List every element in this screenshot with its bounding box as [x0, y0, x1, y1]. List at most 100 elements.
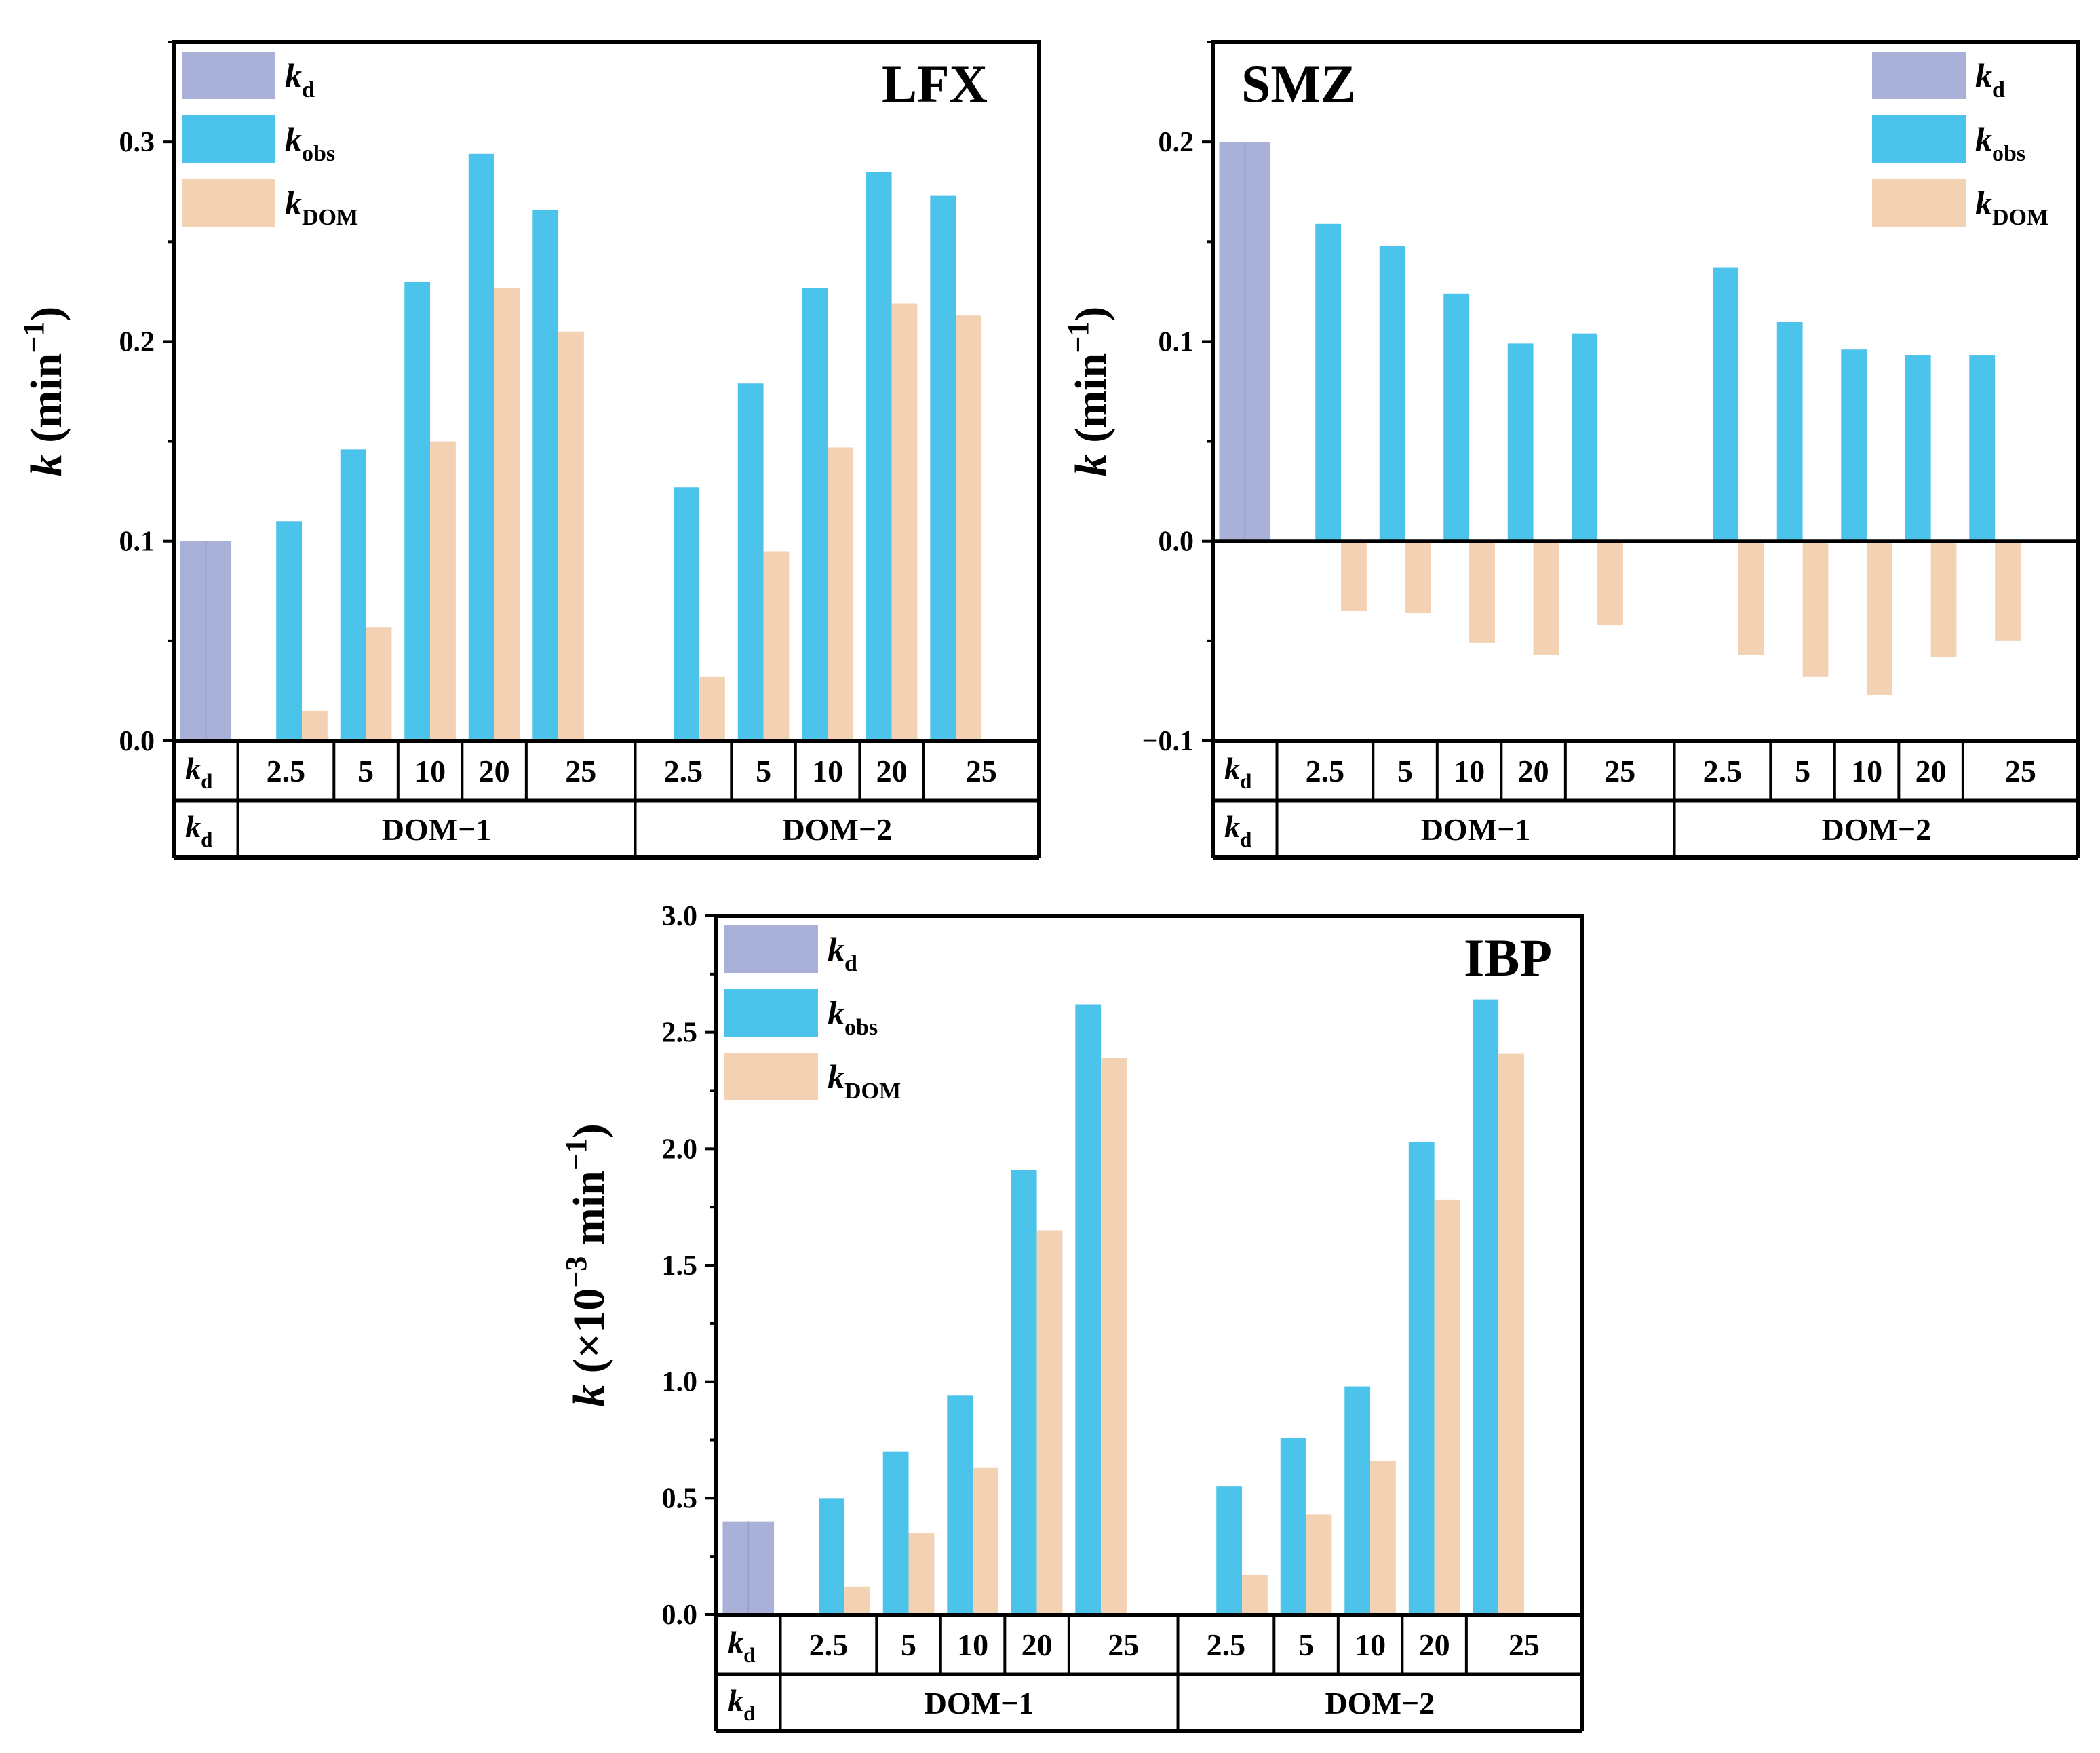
group-label-kd: kd — [1224, 809, 1251, 851]
y-axis-label-k: k — [22, 454, 71, 476]
legend-label-kobs-main: k — [1975, 120, 1992, 158]
legend-label-kobs-sub: obs — [1992, 141, 2025, 166]
bar-kdom — [1802, 541, 1829, 677]
group-label-kd-sub: d — [201, 828, 212, 851]
bar-kdom — [1434, 1199, 1460, 1615]
legend-label-kd-main: k — [1975, 56, 1992, 94]
bar-kobs — [1075, 1004, 1102, 1615]
bar-kdom — [699, 676, 725, 741]
legend-label-kd: kd — [285, 56, 315, 102]
bar-kobs — [1776, 322, 1803, 541]
bar-kdom — [763, 551, 790, 741]
group-label: DOM−1 — [382, 812, 492, 847]
y-tick-label: 0.0 — [662, 1600, 698, 1631]
bar-kdom — [366, 627, 392, 741]
bar-kdom — [494, 287, 520, 741]
legend-label-kdom-main: k — [1975, 184, 1992, 222]
chart-title: SMZ — [1241, 54, 1356, 113]
category-label: 2.5 — [1306, 754, 1345, 788]
legend-swatch-kd — [182, 52, 275, 99]
category-label: 20 — [479, 754, 510, 788]
category-label: 5 — [1795, 754, 1810, 788]
legend-label-kobs: kobs — [828, 994, 878, 1040]
bar-kdom — [1469, 541, 1495, 643]
bar-kobs — [737, 383, 764, 741]
y-tick-label: 0.0 — [1159, 526, 1194, 558]
y-axis-label-unit: (min — [22, 353, 71, 455]
category-label: 20 — [1518, 754, 1549, 788]
category-label: 10 — [1851, 754, 1882, 788]
legend-label-kdom-main: k — [828, 1058, 844, 1096]
category-label: 25 — [2005, 754, 2036, 788]
category-label: 20 — [1916, 754, 1947, 788]
category-label-kd-sub: d — [1240, 769, 1251, 793]
plot-frame — [172, 40, 1041, 743]
bar-kdom — [1101, 1058, 1127, 1615]
bar-kobs — [674, 487, 700, 741]
y-axis-label: k (×10−3 min−1) — [560, 1123, 614, 1407]
y-tick-label: 2.5 — [662, 1018, 698, 1049]
y-tick-label: 2.0 — [662, 1134, 698, 1165]
y-tick-label: 0.1 — [119, 526, 155, 558]
legend-label-kdom-main: k — [285, 184, 302, 222]
bar-kobs — [276, 521, 303, 741]
bar-kobs — [1572, 333, 1598, 541]
category-label: 5 — [901, 1627, 916, 1662]
y-tick-label: 0.1 — [1159, 326, 1194, 358]
category-label-kd: kd — [1224, 751, 1251, 793]
y-tick-label: 1.0 — [662, 1367, 698, 1398]
bar-kdom — [908, 1533, 935, 1615]
group-label: DOM−2 — [1821, 812, 1931, 847]
category-label-kd-sub: d — [743, 1643, 755, 1667]
group-label-kd-main: k — [185, 809, 201, 844]
bar-kdom — [956, 315, 981, 741]
legend-label-kdom: kDOM — [285, 184, 358, 230]
bar-kobs — [882, 1451, 909, 1615]
bar-kobs — [1408, 1142, 1435, 1615]
y-axis-label-unit2: min — [564, 1170, 614, 1256]
category-label: 2.5 — [1703, 754, 1743, 788]
category-label-kd: kd — [185, 751, 212, 793]
bar-kobs — [1216, 1486, 1243, 1615]
bar-kdom — [1533, 541, 1559, 655]
group-label: DOM−1 — [1421, 812, 1531, 847]
legend-swatch-kobs — [182, 115, 275, 163]
bar-kobs — [1011, 1170, 1037, 1615]
category-label: 20 — [1419, 1627, 1450, 1662]
group-label: DOM−1 — [925, 1686, 1034, 1720]
y-tick-label: 0.2 — [1159, 127, 1194, 158]
bar-kdom — [1370, 1461, 1396, 1615]
bar-kobs — [340, 449, 366, 741]
group-label-kd: kd — [728, 1683, 755, 1725]
legend-swatch-kobs — [1872, 115, 1966, 163]
y-axis-label-exp2: −1 — [560, 1138, 593, 1170]
legend-label-kobs-main: k — [285, 120, 302, 158]
legend-label-kdom-sub: DOM — [844, 1079, 901, 1104]
y-axis-label-exp: −1 — [1062, 322, 1095, 353]
category-label-kd-main: k — [1224, 751, 1240, 786]
group-label-kd-sub: d — [743, 1701, 755, 1725]
y-tick-label: 0.3 — [119, 127, 155, 158]
bar-kobs — [866, 172, 892, 741]
y-axis-label-close: ) — [564, 1123, 614, 1138]
bar-kdom — [1036, 1230, 1063, 1615]
bar-kdom — [1405, 541, 1431, 613]
bar-kobs — [1315, 223, 1342, 541]
y-axis-label-unit: (min — [1066, 353, 1116, 455]
category-label: 10 — [414, 754, 446, 788]
group-label-kd: kd — [185, 809, 212, 851]
legend-label-kdom-sub: DOM — [302, 205, 358, 230]
category-label: 5 — [1397, 754, 1413, 788]
y-tick-label: 0.0 — [119, 726, 155, 757]
legend-label-kd: kd — [828, 930, 857, 976]
bar-kdom — [1498, 1053, 1524, 1615]
bar-kdom — [1867, 541, 1892, 695]
category-label: 10 — [1454, 754, 1485, 788]
category-label: 2.5 — [664, 754, 703, 788]
legend-swatch-kd — [724, 925, 818, 973]
category-label-kd-main: k — [728, 1625, 743, 1659]
bar-kobs — [1379, 246, 1405, 541]
